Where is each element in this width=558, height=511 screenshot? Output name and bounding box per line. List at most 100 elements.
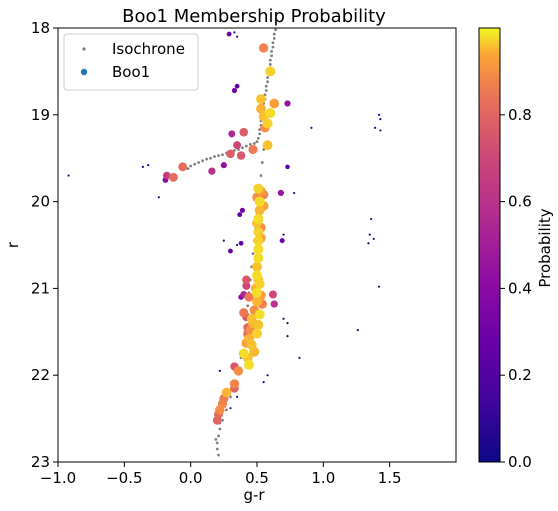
boo1-point <box>253 183 264 194</box>
boo1-point <box>229 379 240 389</box>
isochrone-point <box>264 84 268 88</box>
boo1-point <box>239 127 249 137</box>
boo1-point <box>262 140 273 151</box>
boo1-point <box>242 281 251 290</box>
boo1-point <box>253 226 264 237</box>
boo1-point <box>244 292 254 302</box>
boo1-point <box>282 233 285 236</box>
boo1-point <box>310 126 313 129</box>
isochrone-point <box>209 156 212 160</box>
colorbar-label: Probability <box>536 208 554 287</box>
colorbar-ticks: 0.0 0.2 0.4 0.6 0.8 <box>500 106 532 471</box>
y-tick-label: 22 <box>31 366 50 384</box>
boo1-point <box>236 395 239 398</box>
boo1-point <box>246 313 257 324</box>
boo1-point <box>254 309 265 320</box>
isochrone-point <box>258 132 262 136</box>
boo1-point <box>226 149 235 159</box>
isochrone-point <box>268 58 272 62</box>
isochrone-point <box>214 438 218 441</box>
isochrone-point <box>225 408 228 412</box>
boo1-point <box>286 322 289 325</box>
boo1-point <box>218 369 221 372</box>
boo1-point <box>262 118 273 129</box>
isochrone-point <box>252 142 256 145</box>
boo1-point <box>377 113 381 116</box>
boo1-point <box>269 98 280 109</box>
legend: Isochrone Boo1 <box>63 33 199 91</box>
isochrone-point <box>270 54 273 58</box>
boo1-point <box>242 275 251 284</box>
isochrone-point <box>221 153 224 157</box>
boo1-point <box>298 356 301 359</box>
boo1-point <box>256 94 266 105</box>
boo1-point <box>238 240 244 246</box>
legend-box <box>63 33 199 91</box>
isochrone-point <box>244 144 248 148</box>
boo1-point <box>369 217 373 221</box>
isochrone-point <box>246 304 250 308</box>
boo1-point <box>228 130 236 138</box>
isochrone-point <box>201 159 205 163</box>
isochrone-point <box>272 32 276 36</box>
isochrone-point <box>272 37 276 40</box>
boo1-point <box>236 243 239 247</box>
isochrone-point <box>259 174 263 177</box>
boo1-point <box>238 348 249 359</box>
boo1-point <box>236 35 239 38</box>
colorbar-tick-label: 0.0 <box>508 453 532 471</box>
boo1-point <box>266 374 269 377</box>
isochrone-point <box>197 161 201 164</box>
boo1-point <box>239 308 249 318</box>
isochrone-point <box>241 146 244 150</box>
legend-boo1-marker <box>80 68 88 76</box>
legend-isochrone-label: Isochrone <box>112 40 185 58</box>
y-axis-label: r <box>4 241 22 248</box>
boo1-point <box>253 213 264 224</box>
boo1-point <box>286 335 289 338</box>
isochrone-point <box>260 161 264 164</box>
boo1-point <box>368 233 371 236</box>
boo1-point <box>253 235 264 246</box>
isochrone-point <box>271 45 275 49</box>
boo1-point <box>253 319 264 330</box>
boo1-point <box>244 359 255 370</box>
boo1-point <box>239 207 245 213</box>
isochrone-point <box>218 427 222 431</box>
isochrone-point <box>217 453 220 457</box>
isochrone-point <box>205 157 208 161</box>
legend-boo1-label: Boo1 <box>112 63 150 81</box>
isochrone-point <box>215 447 219 451</box>
isochrone-point <box>193 162 197 166</box>
boo1-point <box>246 339 257 350</box>
boo1-point <box>251 287 263 298</box>
y-axis-ticks: 18 19 20 21 22 23 <box>31 19 58 471</box>
isochrone-point <box>217 434 220 438</box>
boo1-point <box>253 244 264 255</box>
boo1-point <box>233 31 236 34</box>
boo1-point <box>252 328 262 339</box>
boo1-point <box>258 43 269 53</box>
legend-isochrone-marker <box>82 47 86 51</box>
boo1-point <box>157 196 160 199</box>
boo1-point <box>262 381 265 384</box>
isochrone-point <box>213 155 216 158</box>
boo1-point <box>265 108 276 119</box>
boo1-point <box>256 103 266 114</box>
isochrone-point <box>251 252 255 256</box>
boo1-point <box>234 83 240 89</box>
isochrone-point <box>270 50 273 53</box>
boo1-point <box>220 162 227 169</box>
x-axis-label: g-r <box>243 486 265 504</box>
y-tick-label: 20 <box>31 193 50 211</box>
colorbar-tick-label: 0.2 <box>508 366 532 384</box>
colorbar-gradient <box>478 27 501 463</box>
y-tick-label: 18 <box>31 19 50 37</box>
boo1-point <box>268 290 277 299</box>
isochrone-point <box>217 154 220 157</box>
boo1-point <box>168 172 178 182</box>
boo1-point <box>379 118 382 121</box>
boo1-point <box>178 162 188 172</box>
isochrone-point <box>186 167 190 171</box>
